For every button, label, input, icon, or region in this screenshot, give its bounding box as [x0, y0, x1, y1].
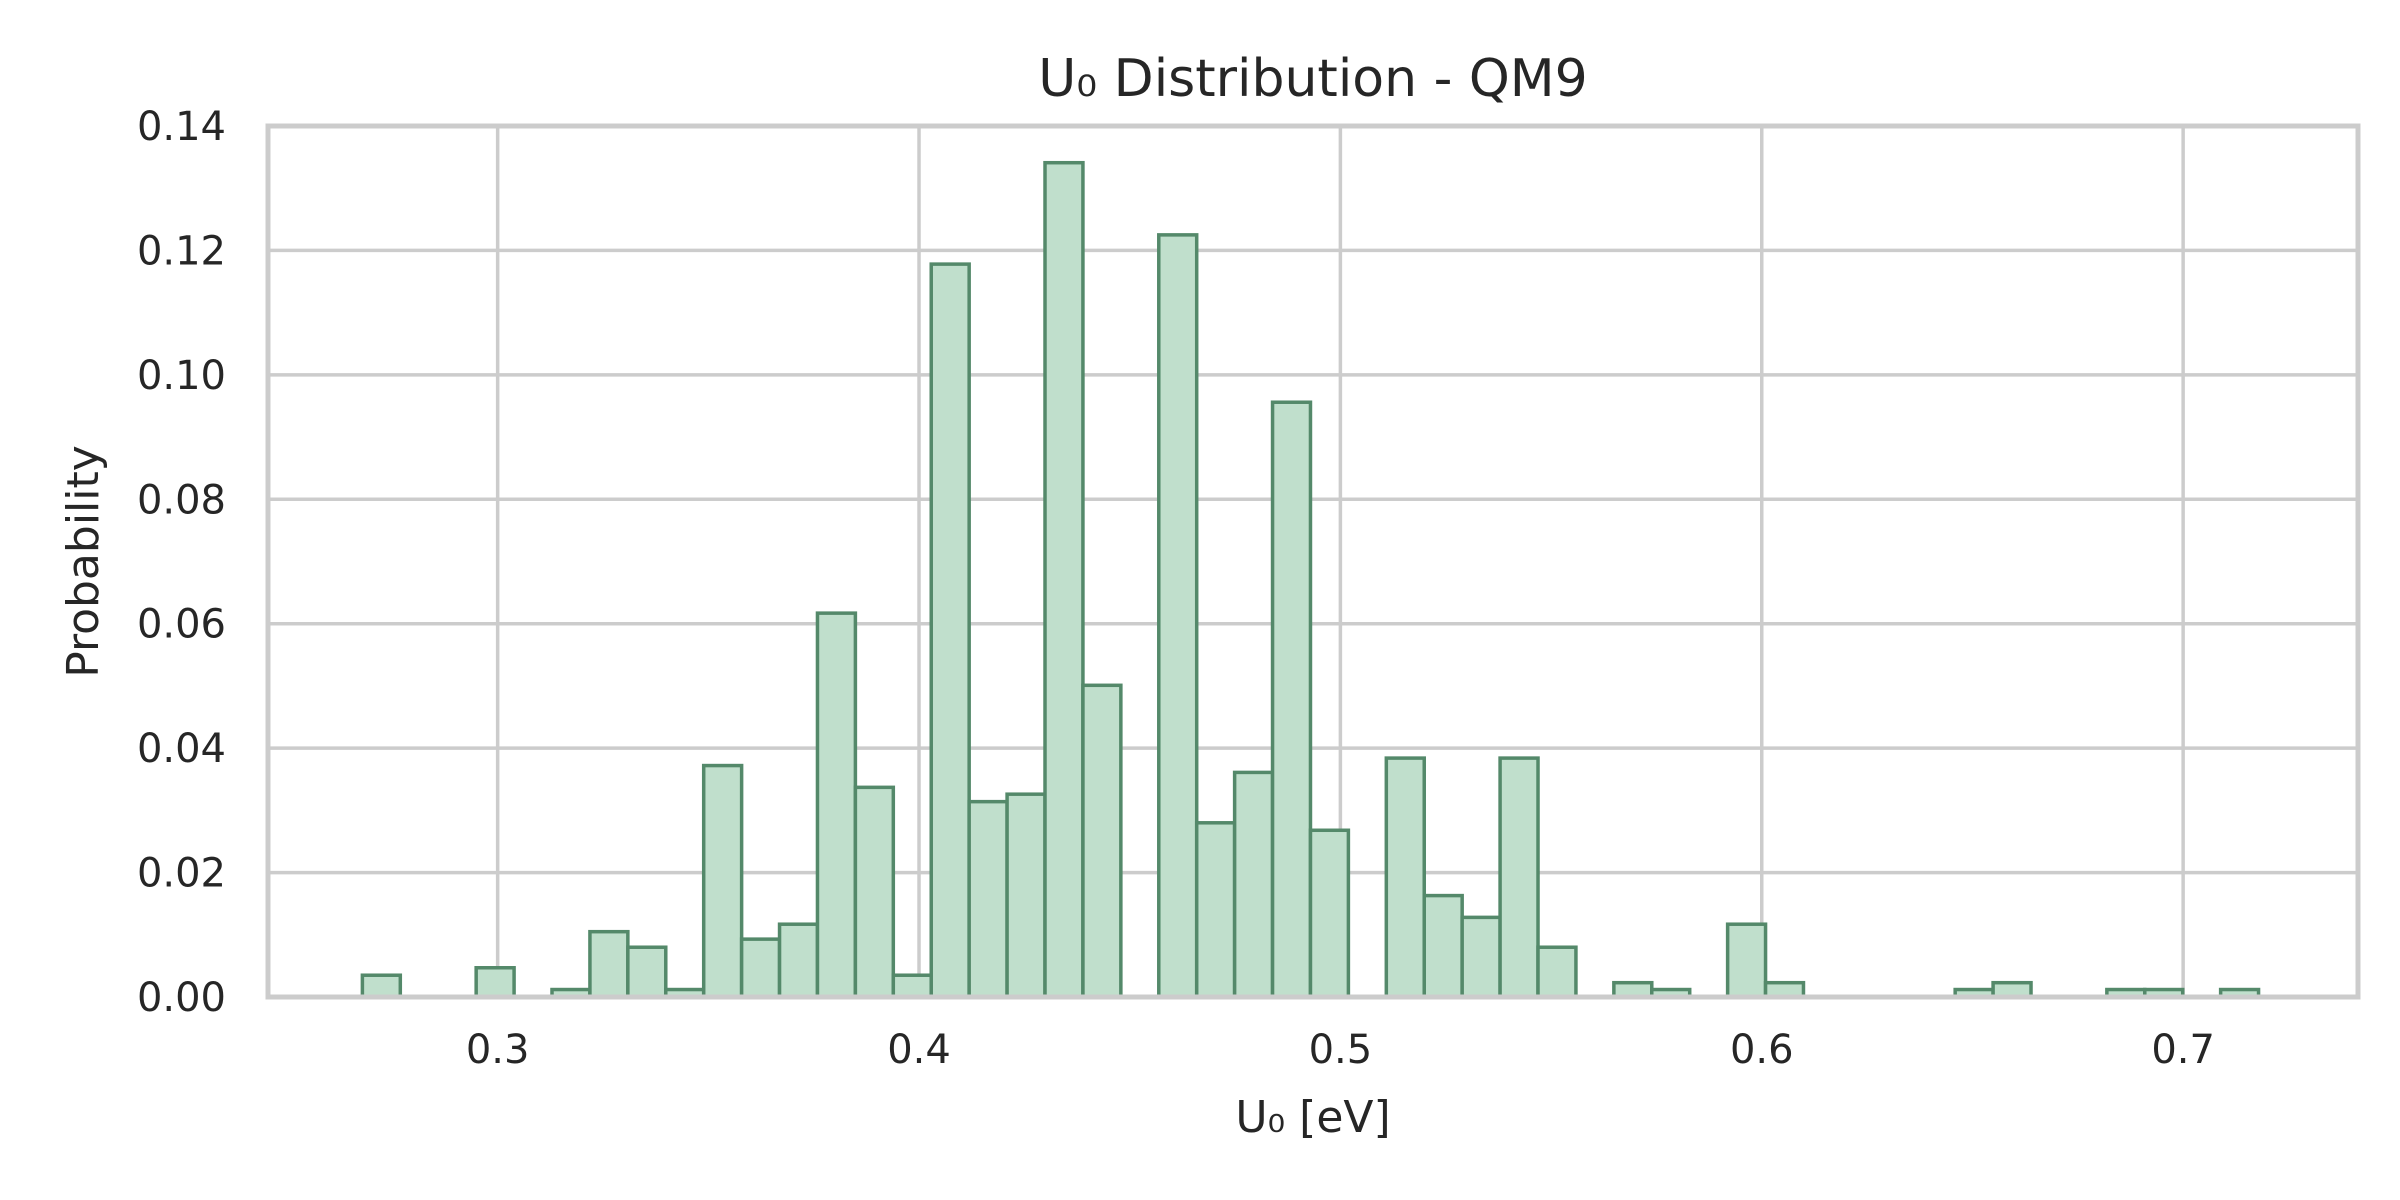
y-tick-label: 0.10 — [137, 353, 226, 399]
histogram-bar — [929, 262, 971, 999]
histogram-bar — [815, 611, 858, 999]
histogram-bar — [588, 929, 630, 999]
histogram-bar — [701, 763, 744, 999]
plot-frame — [265, 123, 2361, 1000]
y-tick-label: 0.02 — [137, 851, 226, 897]
histogram-bar — [739, 937, 782, 999]
x-tick-label: 0.6 — [1730, 1027, 1794, 1073]
histogram-bar — [1194, 821, 1237, 999]
histogram-bar — [1422, 893, 1464, 999]
y-tick-label: 0.14 — [137, 104, 226, 150]
ticks-layer: 0.00 0.02 0.04 0.06 0.08 0.10 0.12 0.14 0.3 0.4 0.… — [137, 104, 2215, 1073]
histogram-bar — [967, 799, 1009, 999]
histogram-bar — [891, 973, 933, 999]
y-tick-label: 0.06 — [137, 602, 226, 648]
y-tick-label: 0.08 — [137, 477, 226, 523]
histogram-bar — [474, 966, 516, 999]
histogram-bar — [1232, 770, 1275, 999]
x-tick-label: 0.5 — [1309, 1027, 1373, 1073]
histogram-bar — [1043, 160, 1085, 999]
x-axis-title: U₀ [eV] — [1235, 1092, 1390, 1143]
histogram-bar — [360, 973, 403, 999]
y-axis-title: Probability — [58, 445, 109, 678]
histogram-bar — [1157, 233, 1199, 999]
histogram-bar — [1536, 945, 1578, 999]
histogram-bar — [626, 945, 668, 999]
histogram-bar — [1460, 915, 1502, 999]
histogram-bar — [1498, 756, 1540, 999]
y-tick-label: 0.04 — [137, 726, 226, 772]
histogram-bar — [1081, 683, 1123, 999]
histogram-bar — [777, 922, 820, 999]
histogram-bar — [1005, 792, 1047, 999]
histogram-bar — [1725, 922, 1768, 999]
y-tick-label: 0.12 — [137, 228, 226, 274]
histogram-bar — [853, 785, 896, 999]
x-tick-label: 0.7 — [2151, 1027, 2215, 1073]
histogram-bar — [1308, 828, 1351, 999]
chart-title: U₀ Distribution - QM9 — [1038, 49, 1588, 109]
bars-layer — [360, 160, 2261, 999]
x-tick-label: 0.4 — [887, 1027, 951, 1073]
histogram-bar — [1270, 400, 1313, 999]
grid-layer — [268, 124, 2358, 999]
x-tick-label: 0.3 — [466, 1027, 530, 1073]
histogram-bar — [1384, 756, 1426, 999]
y-tick-label: 0.00 — [137, 975, 226, 1021]
